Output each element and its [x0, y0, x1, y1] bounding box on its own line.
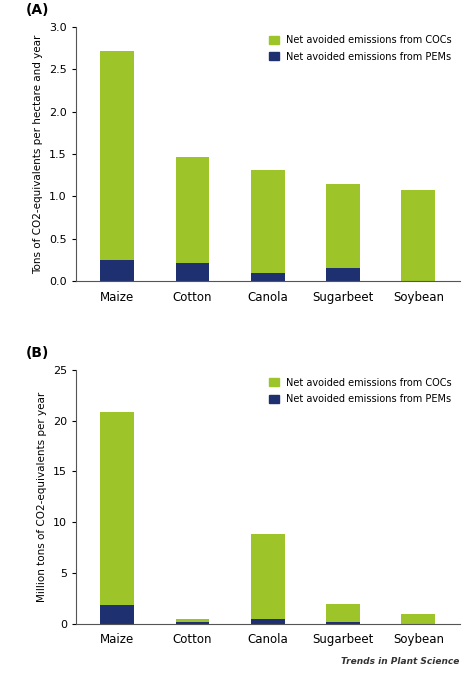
- Bar: [251, 619, 285, 624]
- Bar: [100, 260, 134, 281]
- Bar: [326, 184, 360, 268]
- Bar: [175, 619, 210, 622]
- Text: (A): (A): [26, 3, 49, 17]
- Legend: Net avoided emissions from COCs, Net avoided emissions from PEMs: Net avoided emissions from COCs, Net avo…: [266, 32, 455, 64]
- Bar: [326, 268, 360, 281]
- Bar: [175, 263, 210, 281]
- Bar: [401, 191, 435, 281]
- Bar: [251, 273, 285, 281]
- Bar: [401, 614, 435, 624]
- Bar: [175, 157, 210, 263]
- Bar: [100, 412, 134, 605]
- Text: Trends in Plant Science: Trends in Plant Science: [341, 657, 460, 666]
- Y-axis label: Tons of CO2-equivalents per hectare and year: Tons of CO2-equivalents per hectare and …: [34, 35, 44, 274]
- Legend: Net avoided emissions from COCs, Net avoided emissions from PEMs: Net avoided emissions from COCs, Net avo…: [266, 375, 455, 407]
- Bar: [175, 622, 210, 624]
- Bar: [251, 534, 285, 619]
- Y-axis label: Million tons of CO2-equivalents per year: Million tons of CO2-equivalents per year: [37, 392, 47, 602]
- Bar: [100, 605, 134, 624]
- Bar: [326, 622, 360, 624]
- Bar: [251, 170, 285, 273]
- Bar: [100, 51, 134, 260]
- Text: (B): (B): [26, 346, 49, 360]
- Bar: [326, 604, 360, 622]
